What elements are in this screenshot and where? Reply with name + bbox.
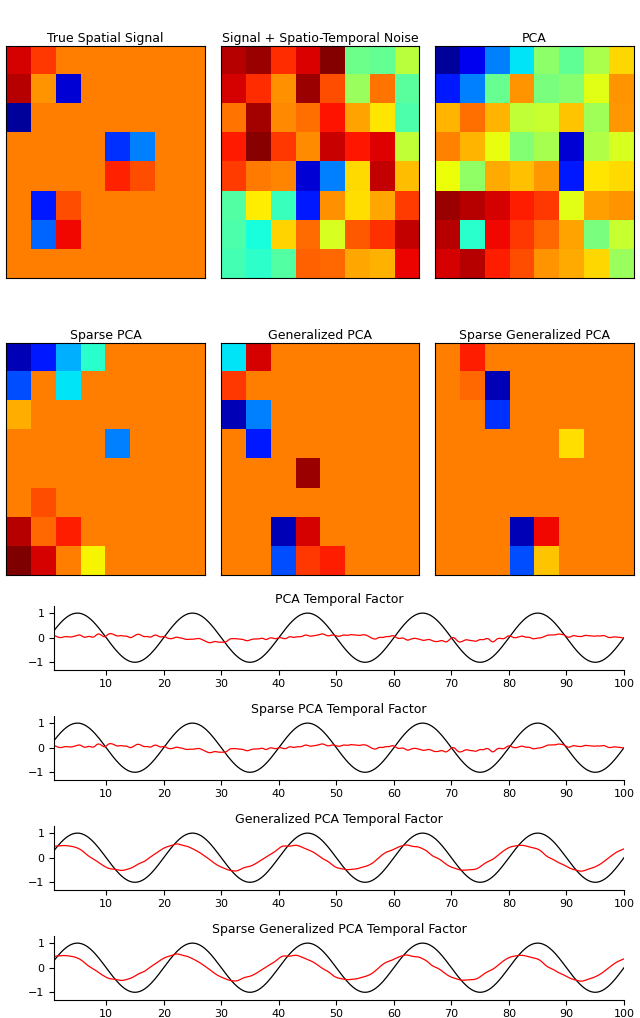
Title: PCA Temporal Factor: PCA Temporal Factor [275, 592, 403, 606]
Title: Generalized PCA Temporal Factor: Generalized PCA Temporal Factor [236, 812, 443, 826]
Title: Sparse PCA: Sparse PCA [70, 329, 141, 342]
Title: True Spatial Signal: True Spatial Signal [47, 32, 164, 45]
Title: Sparse PCA Temporal Factor: Sparse PCA Temporal Factor [252, 702, 427, 716]
Title: Generalized PCA: Generalized PCA [268, 329, 372, 342]
Title: PCA: PCA [522, 32, 547, 45]
Title: Sparse Generalized PCA Temporal Factor: Sparse Generalized PCA Temporal Factor [212, 922, 467, 936]
Title: Sparse Generalized PCA: Sparse Generalized PCA [459, 329, 610, 342]
Title: Signal + Spatio-Temporal Noise: Signal + Spatio-Temporal Noise [221, 32, 419, 45]
